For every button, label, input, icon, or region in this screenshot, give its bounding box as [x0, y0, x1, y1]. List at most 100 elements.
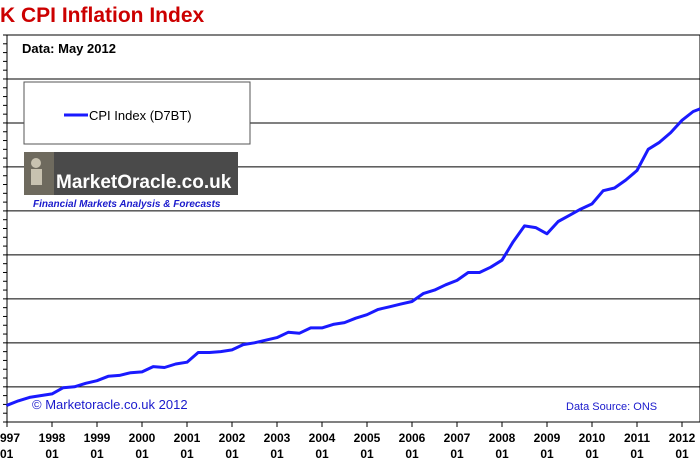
x-tick-label-2007: 2007: [444, 431, 471, 445]
logo-text: MarketOracle.co.uk: [56, 172, 232, 193]
x-axis-ticks: 997 01 1998 01 1999 01 2000 01 2001 01 2002 01 2003 0…: [0, 422, 696, 461]
cpi-point-0: [6, 404, 8, 407]
cpi-point-15: [174, 362, 177, 365]
cpi-point-17: [197, 351, 200, 354]
logo-banner: [24, 152, 238, 195]
cpi-point-40: [456, 279, 458, 282]
x-tick-label-1997: 997: [0, 431, 20, 445]
cpi-point-38: [433, 289, 436, 292]
cpi-point-58: [658, 141, 661, 144]
cpi-point-31: [354, 317, 357, 320]
x-tick-sublabel-2012: 01: [675, 447, 689, 461]
cpi-point-32: [366, 313, 368, 316]
cpi-point-11: [129, 371, 132, 374]
cpi-point-22: [253, 341, 256, 344]
x-tick-sublabel-2000: 01: [135, 447, 149, 461]
cpi-point-19: [219, 350, 222, 353]
cpi-point-36: [411, 300, 413, 303]
x-tick-label-2010: 2010: [579, 431, 606, 445]
cpi-point-61: [692, 110, 695, 113]
x-tick-sublabel-2003: 01: [270, 447, 284, 461]
x-tick-sublabel-2010: 01: [585, 447, 599, 461]
logo-tagline: Financial Markets Analysis & Forecasts: [33, 199, 221, 210]
x-tick-sublabel-2009: 01: [540, 447, 554, 461]
chart-subtitle: Data: May 2012: [22, 41, 116, 56]
cpi-point-28: [321, 326, 323, 329]
cpi-point-30: [343, 321, 346, 324]
logo-figure-body-icon: [31, 169, 42, 185]
cpi-point-13: [152, 365, 155, 368]
cpi-point-47: [534, 226, 537, 229]
x-tick-sublabel-1997: 01: [0, 447, 14, 461]
cpi-point-21: [242, 343, 245, 346]
cpi-point-23: [264, 339, 267, 342]
cpi-point-56: [636, 169, 638, 172]
x-tick-sublabel-2002: 01: [225, 447, 239, 461]
cpi-point-14: [163, 366, 166, 369]
cpi-point-53: [602, 189, 605, 192]
cpi-point-9: [107, 375, 110, 378]
x-tick-label-2012: 2012: [669, 431, 696, 445]
legend-label: CPI Index (D7BT): [89, 108, 192, 123]
cpi-point-52: [591, 202, 593, 205]
cpi-point-55: [624, 179, 627, 182]
logo-figure-head-icon: [31, 158, 41, 168]
cpi-point-59: [669, 131, 672, 134]
legend: CPI Index (D7BT): [23, 81, 251, 145]
cpi-point-39: [444, 283, 447, 286]
cpi-point-18: [208, 351, 211, 354]
x-tick-sublabel-1998: 01: [45, 447, 59, 461]
cpi-point-48: [546, 232, 548, 235]
cpi-point-60: [681, 119, 683, 122]
x-tick-label-2005: 2005: [354, 431, 381, 445]
cpi-point-8: [96, 379, 98, 382]
cpi-point-34: [388, 305, 391, 308]
x-tick-sublabel-2006: 01: [405, 447, 419, 461]
cpi-point-44: [501, 259, 503, 262]
cpi-point-5: [62, 386, 65, 389]
cpi-data-points: [6, 107, 700, 407]
cpi-point-42: [478, 271, 481, 274]
chart-title: K CPI Inflation Index: [0, 4, 204, 27]
y-tick-marks: [3, 34, 7, 423]
x-tick-sublabel-2001: 01: [180, 447, 194, 461]
cpi-point-16: [186, 361, 188, 364]
cpi-point-33: [377, 308, 380, 311]
cpi-point-41: [467, 271, 470, 274]
cpi-point-45: [512, 240, 515, 243]
x-tick-label-2009: 2009: [534, 431, 561, 445]
marketoracle-logo: MarketOracle.co.uk Financial Markets Ana…: [24, 152, 238, 210]
x-tick-label-2011: 2011: [624, 431, 650, 445]
cpi-point-24: [276, 336, 278, 339]
x-tick-sublabel-2005: 01: [360, 447, 374, 461]
cpi-point-25: [287, 331, 290, 334]
cpi-point-1: [17, 399, 20, 402]
legend-box: [23, 81, 251, 145]
cpi-point-4: [51, 392, 53, 395]
x-tick-sublabel-2011: 01: [630, 447, 644, 461]
cpi-point-12: [141, 370, 143, 373]
x-tick-label-1998: 1998: [39, 431, 66, 445]
cpi-point-51: [579, 208, 582, 211]
x-tick-sublabel-2007: 01: [450, 447, 464, 461]
cpi-point-43: [489, 266, 492, 269]
cpi-point-37: [422, 292, 425, 295]
cpi-point-10: [118, 374, 121, 377]
cpi-point-54: [613, 187, 616, 190]
cpi-point-7: [84, 382, 87, 385]
cpi-point-20: [231, 348, 233, 351]
cpi-point-57: [647, 148, 650, 151]
cpi-point-50: [568, 214, 571, 217]
cpi-point-27: [309, 326, 312, 329]
cpi-point-46: [523, 224, 526, 227]
cpi-point-29: [332, 323, 335, 326]
x-tick-label-2006: 2006: [399, 431, 426, 445]
x-tick-sublabel-2004: 01: [315, 447, 329, 461]
cpi-point-2: [28, 396, 31, 399]
x-tick-label-2004: 2004: [309, 431, 336, 445]
x-tick-sublabel-2008: 01: [495, 447, 509, 461]
cpi-point-3: [39, 394, 42, 397]
x-tick-label-2003: 2003: [264, 431, 291, 445]
cpi-point-35: [399, 303, 402, 306]
